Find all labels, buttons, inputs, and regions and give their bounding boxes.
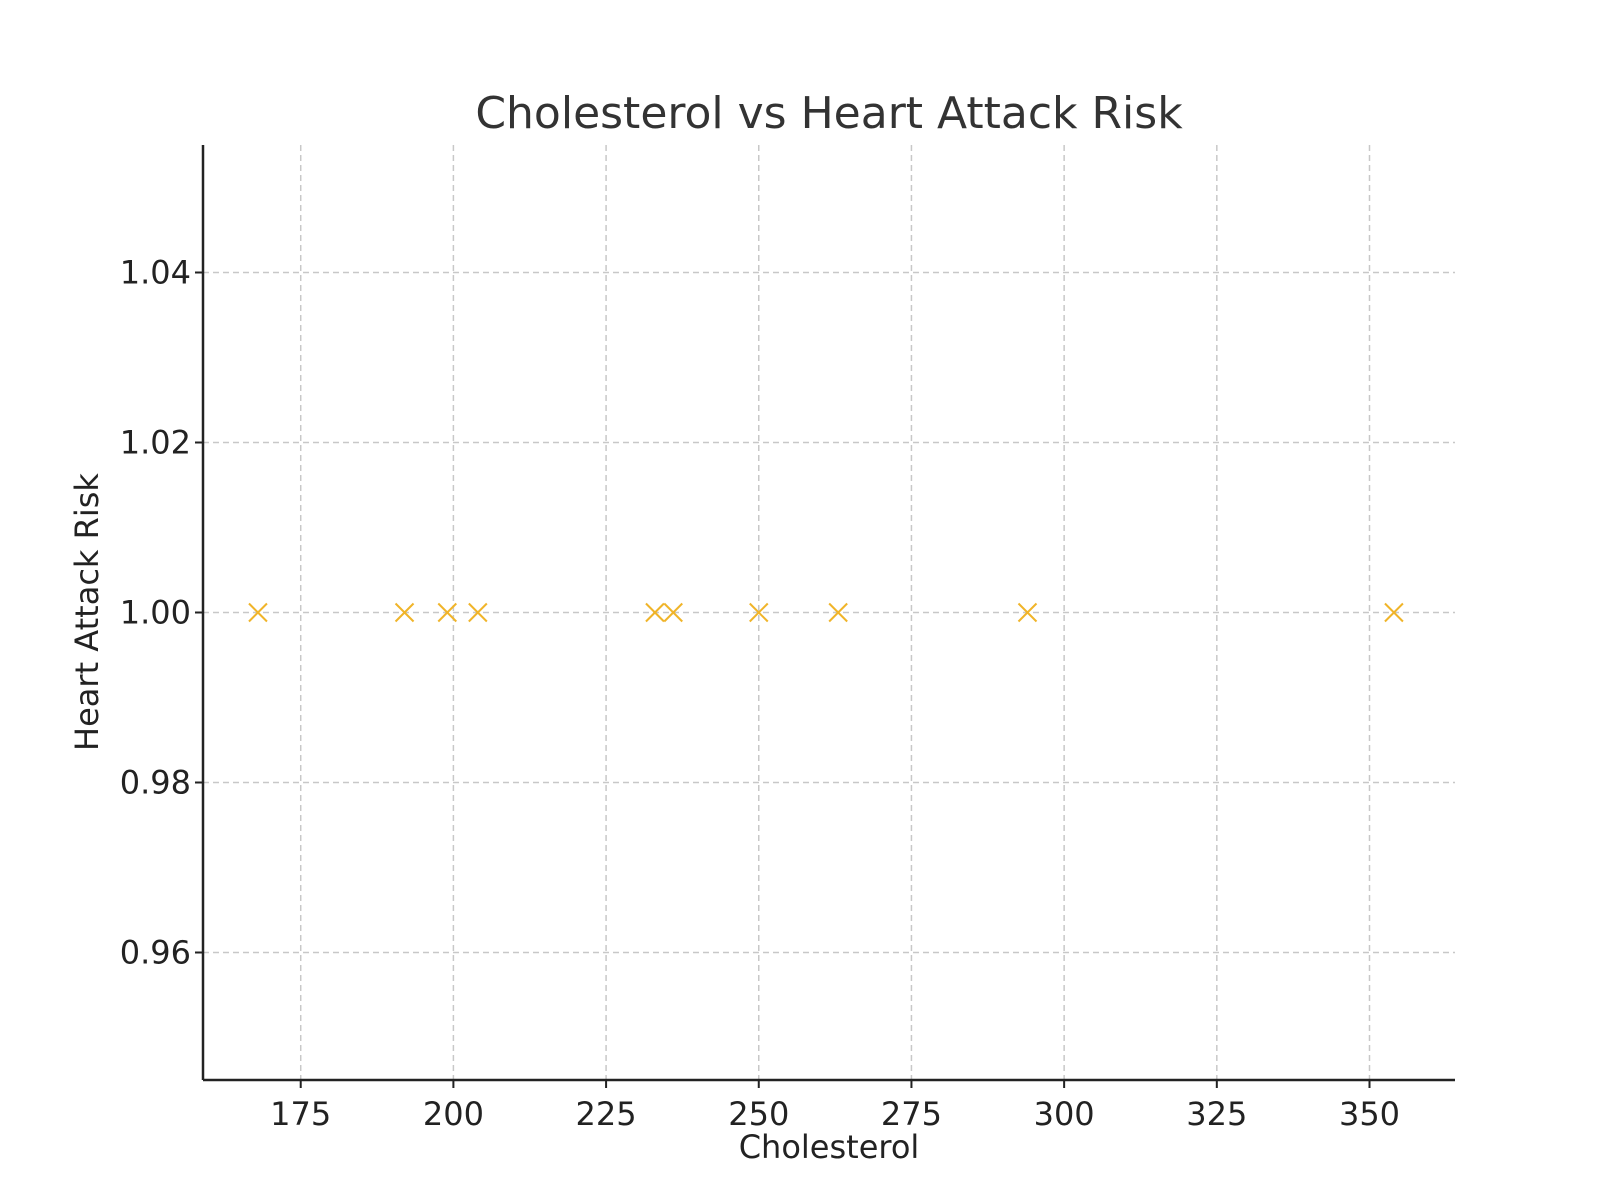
x-axis-label: Cholesterol — [739, 1128, 920, 1166]
y-tick-label: 1.04 — [120, 254, 191, 292]
y-axis-label: Heart Attack Risk — [68, 473, 106, 751]
x-tick-label: 175 — [270, 1095, 331, 1133]
x-tick-label: 225 — [576, 1095, 637, 1133]
x-tick-label: 325 — [1186, 1095, 1247, 1133]
data-point — [645, 602, 665, 623]
data-point — [468, 602, 488, 623]
y-tick-label: 1.00 — [120, 594, 191, 632]
data-point — [1384, 602, 1404, 623]
data-point — [394, 602, 415, 623]
x-tick-label: 300 — [1034, 1095, 1095, 1133]
x-tick-label: 200 — [423, 1095, 484, 1133]
ticks-layer: 175 200 225 250 275 300 325 350 0.96 0.98 1.00 1.02… — [120, 254, 1400, 1134]
data-point — [248, 602, 268, 623]
x-tick-label: 350 — [1339, 1095, 1400, 1133]
chart-title: Cholesterol vs Heart Attack Risk — [475, 88, 1183, 139]
data-point — [663, 602, 683, 623]
x-tick-label: 250 — [728, 1095, 789, 1133]
data-point — [1017, 602, 1038, 623]
y-tick-label: 0.98 — [120, 764, 191, 802]
data-point — [749, 602, 769, 623]
data-point — [437, 602, 457, 623]
y-tick-label: 0.96 — [120, 934, 191, 972]
data-point — [828, 602, 848, 623]
x-tick-label: 275 — [881, 1095, 942, 1133]
y-tick-label: 1.02 — [120, 424, 191, 462]
points-layer — [248, 602, 1404, 623]
grid-layer — [203, 145, 1455, 1080]
